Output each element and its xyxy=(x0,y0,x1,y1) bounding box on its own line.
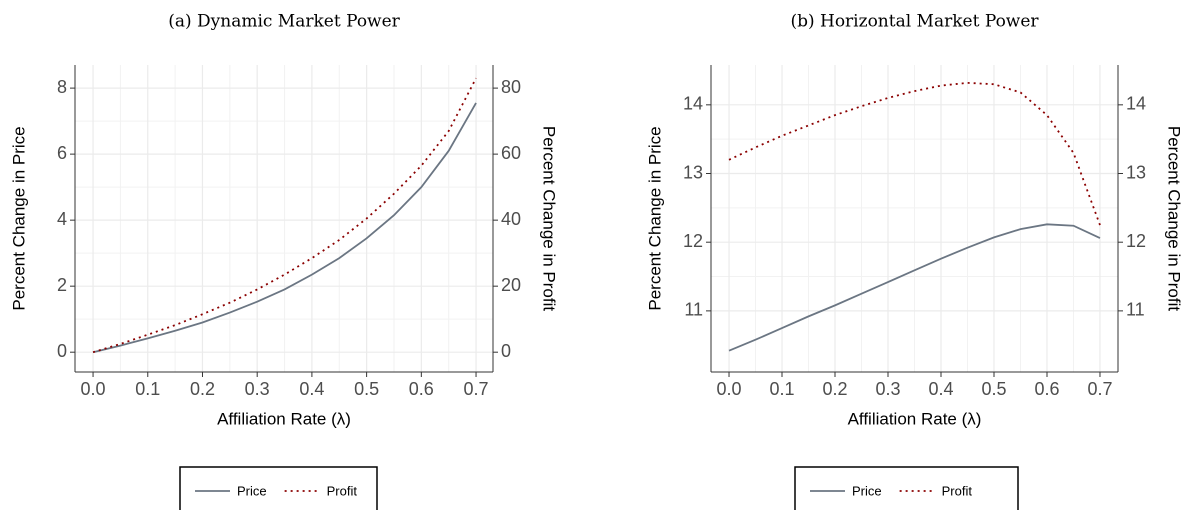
x-tick-label: 0.5 xyxy=(354,379,379,399)
legend-label: Price xyxy=(237,483,267,498)
x-tick-label: 0.4 xyxy=(299,379,324,399)
x-tick-label: 0.2 xyxy=(190,379,215,399)
y-tick-label: 13 xyxy=(683,162,703,182)
series-line xyxy=(728,81,1101,226)
y2-axis-label: Percent Change in Profit xyxy=(540,126,559,311)
x-tick-label: 0.5 xyxy=(981,379,1006,399)
x-tick-label: 0.0 xyxy=(717,379,742,399)
series-line xyxy=(92,77,477,354)
x-tick-label: 0.3 xyxy=(245,379,270,399)
legend-box xyxy=(179,466,378,510)
x-tick-label: 0.1 xyxy=(769,379,794,399)
y2-tick-label: 14 xyxy=(1126,94,1146,114)
y-tick-label: 2 xyxy=(57,275,67,295)
y-axis-label: Percent Change in Price xyxy=(9,126,28,310)
x-tick-label: 0.7 xyxy=(464,379,489,399)
series-line xyxy=(92,102,477,354)
x-axis-label: Affiliation Rate (λ) xyxy=(848,409,982,428)
x-tick-label: 0.7 xyxy=(1087,379,1112,399)
chart-title: (a) Dynamic Market Power xyxy=(168,12,400,32)
x-axis-label: Affiliation Rate (λ) xyxy=(217,409,351,428)
x-tick-label: 0.2 xyxy=(822,379,847,399)
x-tick-label: 0.6 xyxy=(409,379,434,399)
y-tick-label: 14 xyxy=(683,94,703,114)
x-tick-label: 0.1 xyxy=(135,379,160,399)
legend-box xyxy=(794,466,1019,510)
x-tick-label: 0.6 xyxy=(1034,379,1059,399)
x-tick-label: 0.3 xyxy=(875,379,900,399)
y-tick-label: 11 xyxy=(684,300,703,320)
y2-tick-label: 60 xyxy=(501,143,521,163)
legend-label: Price xyxy=(852,483,882,498)
y-axis-label: Percent Change in Price xyxy=(645,126,664,310)
chart-title: (b) Horizontal Market Power xyxy=(790,12,1039,32)
y2-tick-label: 13 xyxy=(1126,162,1146,182)
legend-label: Profit xyxy=(942,483,973,498)
y-tick-label: 8 xyxy=(57,77,67,97)
y-tick-label: 0 xyxy=(57,341,67,361)
y2-tick-label: 40 xyxy=(501,209,521,229)
y2-tick-label: 12 xyxy=(1126,231,1146,251)
series-line xyxy=(728,223,1101,352)
y2-tick-label: 0 xyxy=(501,341,511,361)
y2-tick-label: 11 xyxy=(1126,300,1145,320)
x-tick-label: 0.4 xyxy=(928,379,953,399)
y2-tick-label: 80 xyxy=(501,77,521,97)
y-tick-label: 12 xyxy=(683,231,703,251)
y2-tick-label: 20 xyxy=(501,275,521,295)
y-tick-label: 6 xyxy=(57,143,67,163)
x-tick-label: 0.0 xyxy=(81,379,106,399)
y-tick-label: 4 xyxy=(57,209,67,229)
y2-axis-label: Percent Change in Profit xyxy=(1165,126,1184,311)
legend-label: Profit xyxy=(327,483,358,498)
